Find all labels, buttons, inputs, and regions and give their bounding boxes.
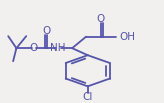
Text: O: O (97, 14, 105, 24)
Text: O: O (30, 43, 38, 53)
Text: O: O (43, 26, 51, 36)
Text: OH: OH (120, 32, 136, 42)
Text: Cl: Cl (82, 92, 93, 102)
Text: NH: NH (51, 43, 66, 53)
